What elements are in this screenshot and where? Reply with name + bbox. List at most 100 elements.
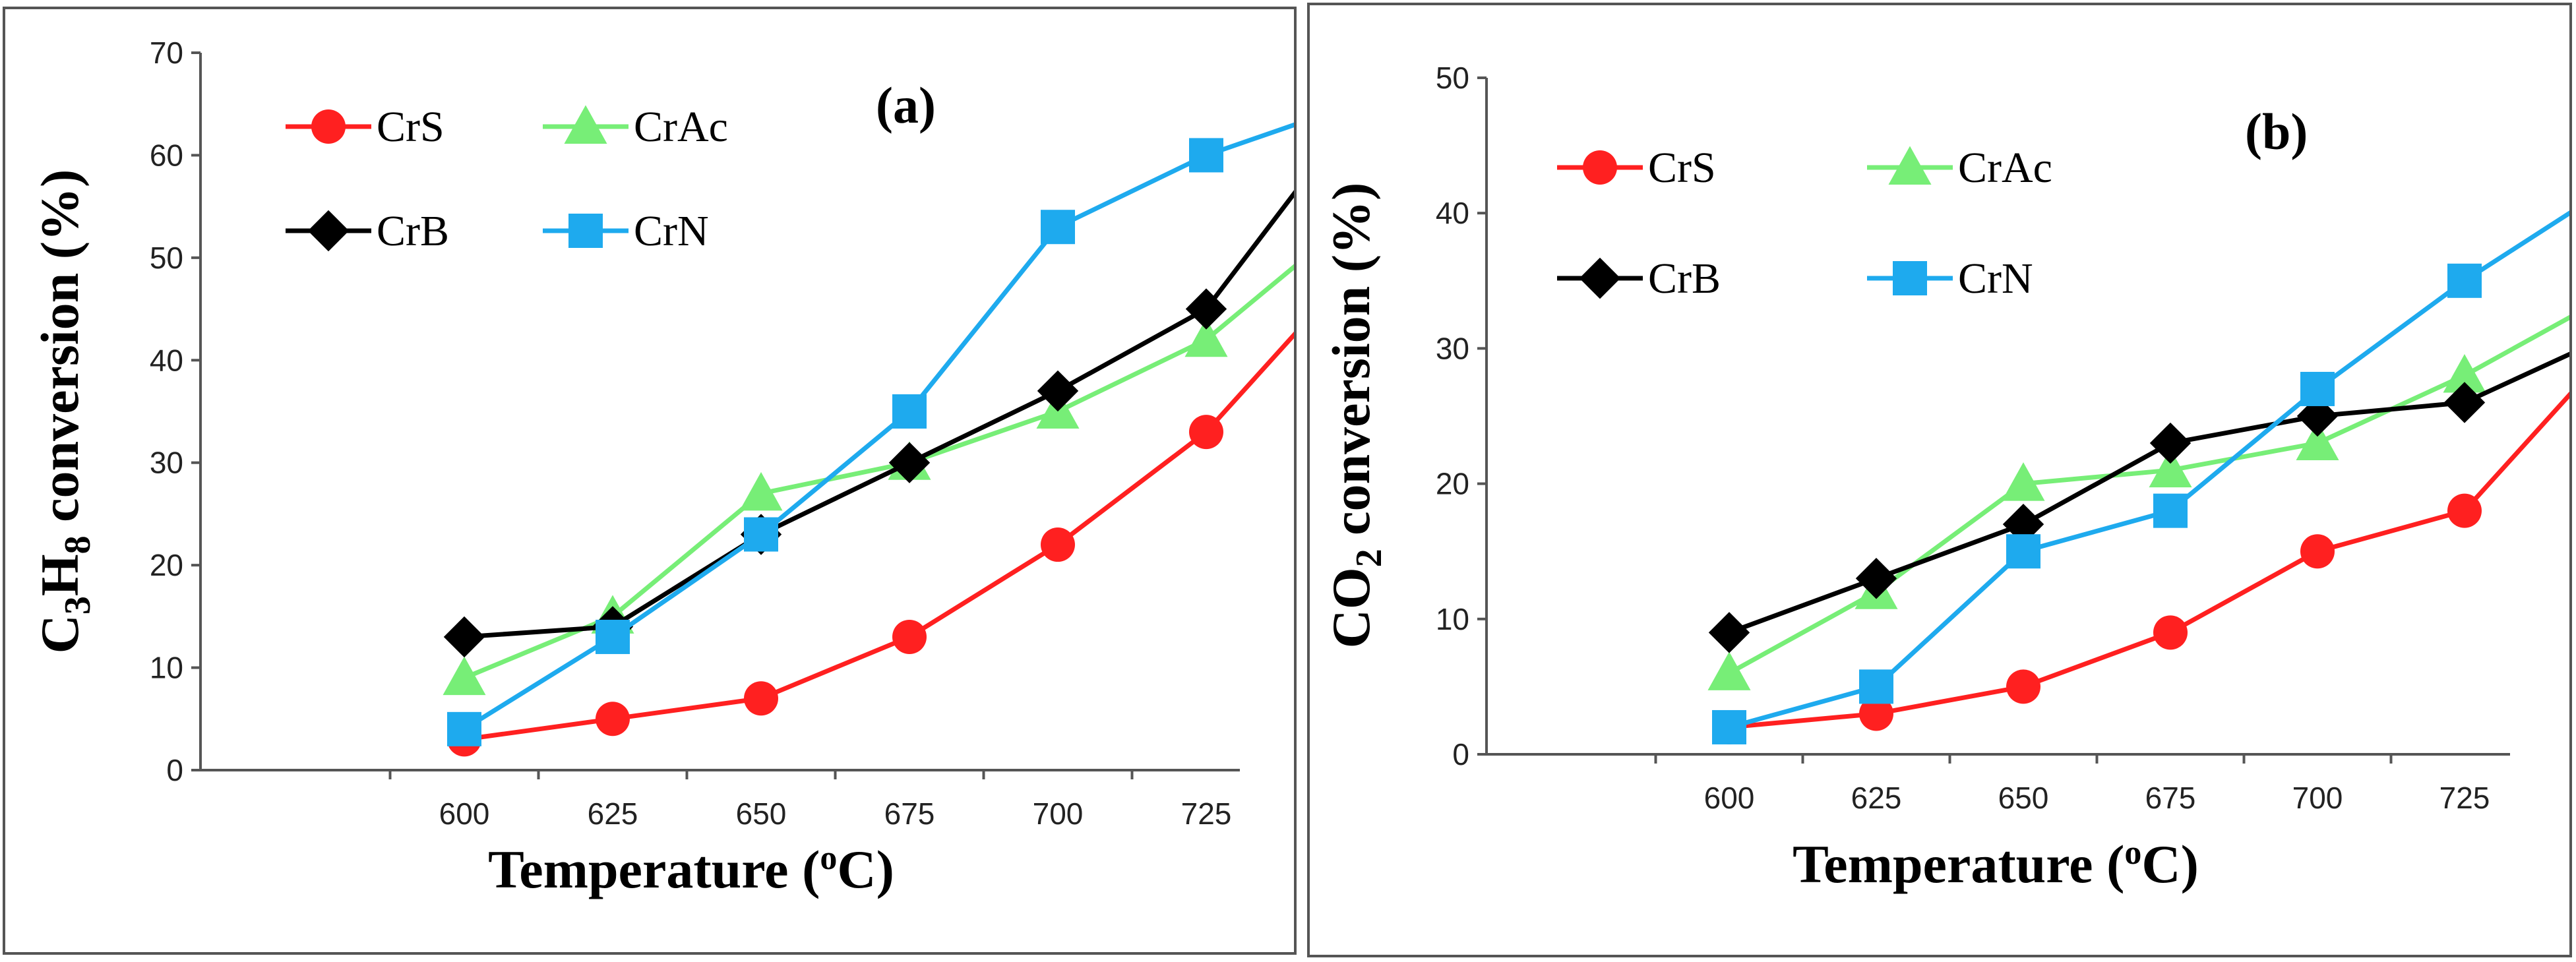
x-axis-title: Temperature (oC) [488, 839, 894, 899]
legend-label-crn: CrN [1958, 255, 2033, 303]
y-tick-label: 10 [150, 651, 183, 685]
series-line-crs [464, 331, 1294, 742]
legend: CrS CrAc CrB CrN [1557, 144, 2052, 303]
data-point-crn [2006, 534, 2040, 569]
x-tick-label: 600 [439, 797, 490, 831]
data-point-crac [443, 656, 486, 696]
series-crs [447, 331, 1294, 757]
legend-label-crs: CrS [1648, 144, 1716, 192]
panel-label: (a) [876, 76, 936, 134]
series-line-crac [463, 264, 1294, 680]
legend-label-crac: CrAc [1958, 144, 2052, 192]
y-tick-label: 20 [150, 548, 183, 582]
x-tick-label: 650 [1998, 781, 2049, 815]
x-tick-label: 700 [1033, 797, 1084, 831]
x-tick-label: 675 [2145, 781, 2196, 815]
data-point-crac [2296, 421, 2339, 461]
series-line-crac [1728, 315, 2569, 675]
y-tick-label: 70 [150, 36, 183, 70]
legend-marker-crs [311, 109, 346, 144]
legend-marker-crb [1579, 257, 1621, 299]
y-tick-label: 40 [150, 343, 183, 377]
data-point-crn [2153, 493, 2188, 528]
x-tick-label: 650 [736, 797, 787, 831]
data-point-crac [1184, 318, 1228, 357]
data-point-crb [1855, 558, 1897, 599]
legend-marker-crn [568, 214, 603, 248]
y-tick-label: 50 [150, 241, 183, 275]
y-axis-title: C3H8 conversion (%) [30, 169, 98, 654]
data-point-crs [2153, 615, 2188, 650]
series-crb [443, 190, 1294, 658]
legend: CrS CrAc CrB CrN [286, 103, 728, 255]
data-point-crn [1041, 210, 1075, 245]
data-point-crac [2443, 353, 2486, 393]
data-point-crs [2006, 669, 2040, 704]
legend-label-crb: CrB [377, 207, 449, 255]
legend-marker-crb [307, 210, 350, 252]
series-crn [1712, 210, 2569, 744]
chart-panel-a: 010203040506070600625650675700725750CrSC… [3, 7, 1297, 955]
y-tick-label: 40 [1436, 196, 1469, 230]
data-point-crac [2002, 462, 2045, 501]
x-tick-label: 600 [1704, 781, 1755, 815]
legend-label-crb: CrB [1648, 255, 1721, 303]
x-tick-label: 625 [588, 797, 638, 831]
data-point-crn [1712, 709, 1746, 744]
series-crac [1707, 315, 2569, 690]
axes: 01020304050600625650675700725750 [1436, 61, 2510, 815]
chart-a-svg: 010203040506070600625650675700725750CrSC… [30, 36, 1294, 899]
data-point-crs [1041, 527, 1075, 562]
y-tick-label: 30 [150, 446, 183, 480]
x-tick-label: 725 [1181, 797, 1232, 831]
data-point-crn [2300, 371, 2335, 406]
data-point-crn [1859, 669, 1893, 704]
data-point-crb [2149, 422, 2192, 464]
chart-b-svg: 01020304050600625650675700725750CrSCrAcC… [1321, 61, 2569, 894]
y-axis-title: CO2 conversion (%) [1321, 183, 1390, 649]
series-line-crn [463, 122, 1294, 731]
x-axis-title: Temperature (oC) [1793, 834, 2199, 894]
series-crn [447, 122, 1294, 746]
data-point-crn [596, 619, 630, 654]
y-tick-label: 60 [150, 138, 183, 172]
data-point-crac [1707, 651, 1751, 690]
y-tick-label: 50 [1436, 61, 1469, 95]
y-tick-label: 10 [1436, 602, 1469, 636]
axes: 010203040506070600625650675700725750 [150, 36, 1240, 831]
legend-marker-crac [1888, 146, 1932, 185]
data-point-crac [2149, 448, 2192, 488]
panel-label: (b) [2245, 103, 2308, 160]
data-point-crb [1185, 288, 1227, 330]
data-point-crs [744, 681, 778, 716]
data-point-crs [596, 702, 630, 737]
data-point-crs [2447, 493, 2482, 528]
x-tick-label: 725 [2439, 781, 2490, 815]
data-point-crn [892, 394, 927, 429]
data-point-crac [739, 471, 783, 511]
series-crs [1712, 391, 2569, 744]
data-point-crn [2447, 263, 2482, 298]
legend-label-crac: CrAc [634, 103, 728, 151]
legend-marker-crs [1583, 150, 1617, 185]
data-point-crs [2300, 534, 2335, 569]
x-tick-label: 700 [2292, 781, 2343, 815]
legend-label-crs: CrS [377, 103, 445, 151]
y-tick-label: 0 [166, 753, 183, 787]
data-point-crn [447, 711, 481, 746]
data-point-crs [1189, 415, 1223, 450]
series-line-crb [1728, 351, 2569, 635]
y-tick-label: 0 [1452, 737, 1469, 771]
legend-marker-crac [564, 105, 607, 144]
y-tick-label: 20 [1436, 467, 1469, 501]
data-point-crs [1859, 696, 1893, 731]
x-tick-label: 675 [884, 797, 935, 831]
y-tick-label: 30 [1436, 331, 1469, 365]
x-tick-label: 625 [1851, 781, 1902, 815]
data-point-crn [744, 517, 778, 552]
data-point-crb [888, 442, 931, 483]
series-line-crb [464, 190, 1294, 640]
data-point-crb [1708, 612, 1750, 653]
data-point-crs [892, 619, 927, 654]
series-crb [1708, 351, 2569, 653]
